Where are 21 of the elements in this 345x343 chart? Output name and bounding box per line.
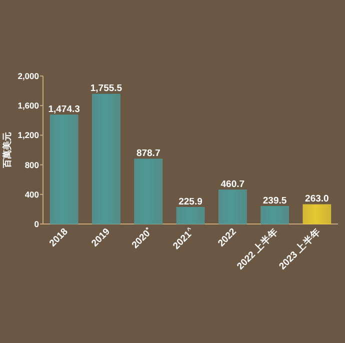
data-label: 460.7 [220, 178, 245, 190]
y-tick-label: 2,000 [18, 71, 40, 81]
bar [134, 158, 163, 224]
y-tick-label: 1,600 [18, 100, 40, 111]
bar [218, 190, 247, 224]
data-label: 1,755.5 [90, 83, 123, 94]
y-tick-label: 0 [34, 219, 40, 229]
bar [302, 204, 332, 224]
bar [176, 207, 205, 224]
data-label: 878.7 [136, 148, 160, 159]
data-label: 225.9 [178, 196, 202, 208]
data-label: 239.5 [262, 195, 288, 206]
y-axis-title: 百萬美元 [2, 132, 12, 169]
data-label: 1,474.3 [48, 104, 80, 115]
bar [50, 114, 78, 224]
y-tick-label: 1,200 [18, 130, 40, 140]
bar [92, 94, 120, 224]
y-tick-label: 800 [24, 160, 40, 170]
y-tick-label: 400 [24, 189, 40, 200]
data-label: 263.0 [305, 194, 329, 205]
bar [260, 206, 289, 224]
